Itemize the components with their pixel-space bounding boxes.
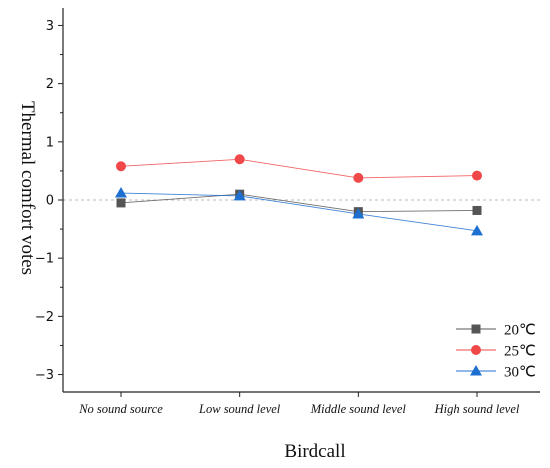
x-tick-label: High sound level — [434, 402, 520, 416]
data-point — [234, 154, 245, 165]
y-axis-title: Thermal comfort votes — [17, 101, 38, 275]
data-point — [472, 170, 482, 181]
y-axis: 3 2 1 0 −1 −2 −3 — [35, 19, 63, 383]
legend-item-0: 20℃ — [456, 323, 536, 339]
legend-marker — [471, 345, 481, 355]
legend-label: 30℃ — [504, 365, 536, 381]
legend-label: 25℃ — [504, 344, 536, 360]
data-point — [116, 161, 126, 172]
y-tick-label: 1 — [46, 135, 54, 150]
x-axis-title: Birdcall — [284, 441, 345, 462]
data-point — [352, 207, 365, 219]
data-point — [116, 198, 126, 208]
data-point — [233, 189, 246, 201]
series-1 — [116, 154, 482, 183]
y-tick-label: 3 — [46, 19, 54, 34]
legend-item-2: 30℃ — [456, 365, 536, 381]
legend-label: 20℃ — [504, 323, 536, 339]
y-tick-label: −2 — [35, 310, 54, 325]
x-tick-label: Low sound level — [198, 402, 281, 416]
legend-marker — [470, 365, 482, 376]
y-tick-label: 0 — [46, 194, 54, 209]
y-tick-label: −3 — [35, 368, 54, 383]
x-tick-label: No sound source — [78, 402, 163, 416]
series-line — [120, 158, 478, 179]
plot-area — [62, 8, 540, 393]
legend-item-1: 25℃ — [456, 344, 536, 360]
legend: 20℃ 25℃ 30℃ — [456, 323, 536, 381]
data-point — [472, 205, 482, 215]
y-tick-label: −1 — [35, 252, 54, 267]
data-point — [471, 224, 483, 236]
data-point — [353, 172, 364, 183]
series-2 — [115, 187, 483, 236]
series-line — [120, 192, 478, 232]
series-0 — [116, 189, 482, 217]
legend-marker — [471, 324, 481, 334]
data-point — [115, 187, 127, 198]
series-line — [120, 193, 478, 213]
x-tick-label: Middle sound level — [310, 402, 407, 416]
y-tick-label: 2 — [46, 77, 54, 92]
x-axis: No sound source Low sound level Middle sou… — [78, 392, 520, 416]
series-layer — [115, 154, 483, 236]
